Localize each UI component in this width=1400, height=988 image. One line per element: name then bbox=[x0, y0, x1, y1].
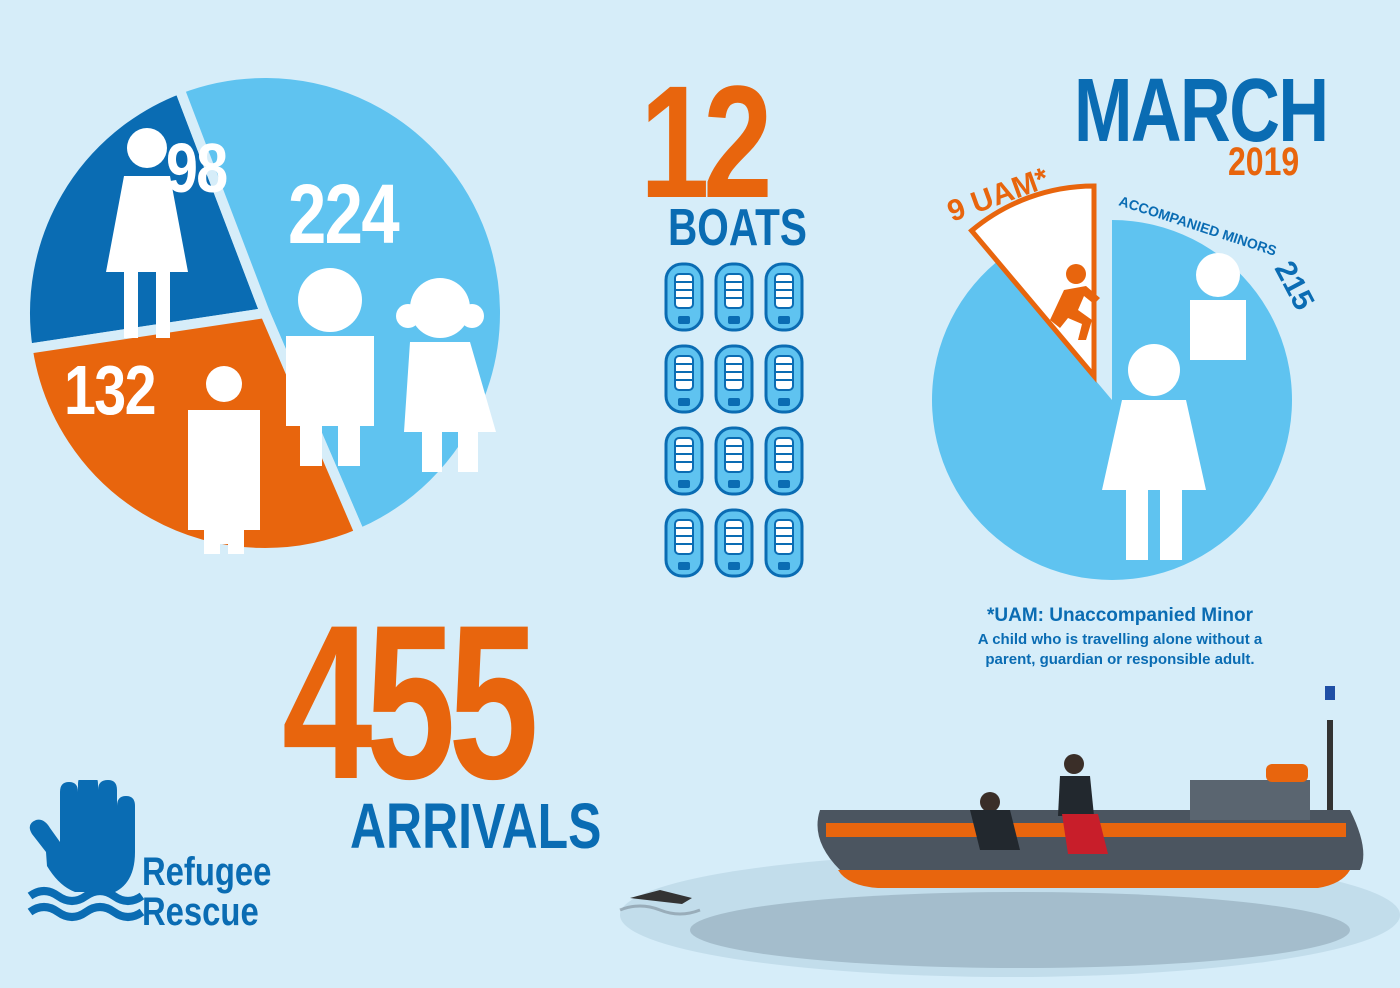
children-count-label: 224 bbox=[288, 167, 400, 261]
month-label: MARCH bbox=[1074, 61, 1329, 161]
woman-icon bbox=[106, 128, 188, 338]
accompanied-minors-count: 215 bbox=[1268, 256, 1320, 316]
dinghy-icon bbox=[664, 344, 704, 414]
girl-icon bbox=[396, 278, 496, 472]
arrivals-label: ARRIVALS bbox=[350, 790, 602, 862]
logo-text-rescue: Rescue bbox=[142, 890, 259, 934]
dinghy-icon bbox=[714, 508, 754, 578]
boats-label: BOATS bbox=[668, 199, 807, 257]
parent-carrying-child-icon bbox=[1102, 253, 1246, 560]
minors-pie-chart: 9 UAM* ACCOMPANIED MINORS 215 bbox=[932, 162, 1320, 580]
man-icon bbox=[188, 366, 260, 554]
uam-footnote-title: *UAM: Unaccompanied Minor bbox=[986, 605, 1254, 626]
dinghy-icon bbox=[764, 262, 804, 332]
dinghy-icon bbox=[714, 426, 754, 496]
pie-slice-uam bbox=[968, 183, 1097, 383]
year-label: 2019 bbox=[1228, 140, 1300, 184]
running-child-icon bbox=[1050, 264, 1100, 340]
dinghy-icon bbox=[764, 426, 804, 496]
uam-footnote-body: A child who is travelling alone without … bbox=[977, 630, 1263, 669]
men-count-label: 132 bbox=[64, 351, 156, 429]
rescue-boat-photo bbox=[619, 686, 1400, 977]
dinghy-icon bbox=[664, 262, 704, 332]
uam-footnote: *UAM: Unaccompanied Minor A child who is… bbox=[940, 605, 1300, 670]
women-count-label: 98 bbox=[166, 129, 228, 207]
boy-icon bbox=[286, 268, 374, 466]
arrivals-pie-chart bbox=[20, 68, 510, 558]
boats-count: 12 bbox=[640, 52, 773, 231]
hand-waves-icon bbox=[27, 780, 145, 921]
boat-icon-grid bbox=[664, 262, 804, 578]
arrivals-count: 455 bbox=[282, 579, 539, 825]
dinghy-icon bbox=[714, 262, 754, 332]
dinghy-icon bbox=[664, 508, 704, 578]
dinghy-icon bbox=[764, 344, 804, 414]
logo-text-refugee: Refugee bbox=[142, 850, 272, 894]
dinghy-icon bbox=[714, 344, 754, 414]
dinghy-icon bbox=[664, 426, 704, 496]
dinghy-icon bbox=[764, 508, 804, 578]
person-in-water bbox=[630, 890, 692, 904]
